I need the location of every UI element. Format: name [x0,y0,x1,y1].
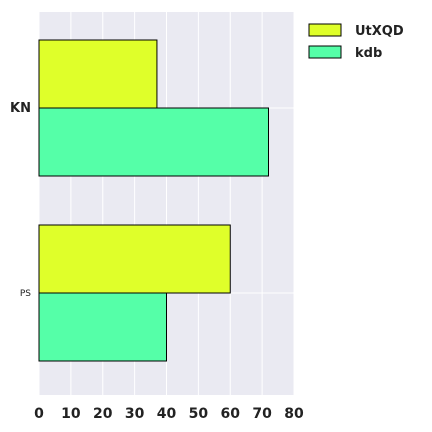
bar-UtXQD-PS [38,224,231,294]
x-tick-label-70: 70 [252,406,272,422]
category-label-KN: KN [10,101,31,116]
x-tick-label-10: 10 [61,406,81,422]
legend-swatch-kdb [308,45,342,59]
x-tick-label-20: 20 [93,406,113,422]
x-tick-label-60: 60 [221,406,241,422]
legend-swatch-UtXQD [308,23,342,37]
category-label-PS: PS [20,289,31,299]
y-axis-category-labels: KN PS [10,101,31,299]
x-axis-tick-labels: 0 10 20 30 40 50 60 70 80 [34,406,304,422]
x-tick-label-80: 80 [284,406,304,422]
legend: UtXQD kdb [308,23,404,61]
x-tick-label-40: 40 [157,406,177,422]
legend-label-UtXQD: UtXQD [355,24,404,39]
x-tick-label-50: 50 [189,406,209,422]
bar-kdb-KN [38,107,269,177]
bars [38,39,269,362]
legend-label-kdb: kdb [355,46,382,61]
x-tick-label-0: 0 [34,406,44,422]
bar-UtXQD-KN [38,39,158,109]
bar-kdb-PS [38,292,167,362]
x-tick-label-30: 30 [125,406,145,422]
